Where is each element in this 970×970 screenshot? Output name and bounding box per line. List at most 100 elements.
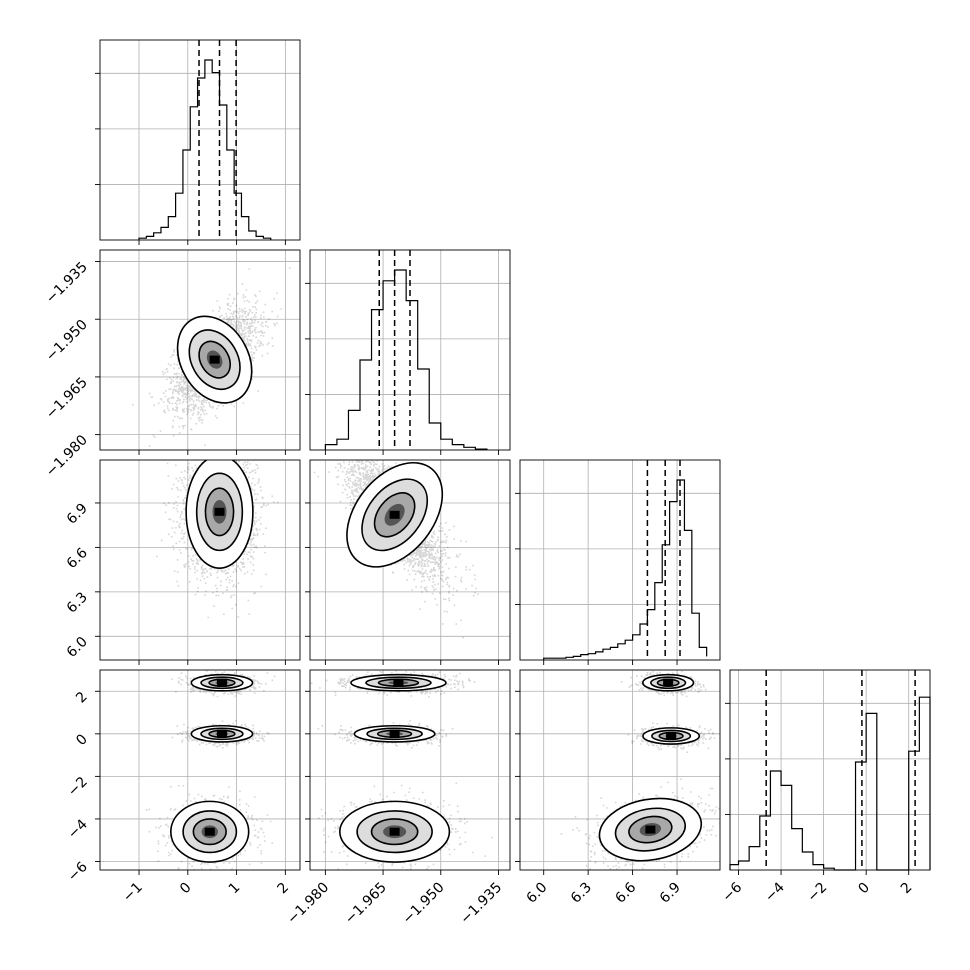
scatter-panel-2-3 bbox=[305, 459, 511, 665]
contour-line bbox=[373, 492, 416, 538]
contour-line bbox=[198, 340, 232, 379]
x-tick-label: 0 bbox=[177, 880, 195, 898]
scatter-panel-1-3 bbox=[95, 459, 301, 665]
x-tick-label: −1.950 bbox=[400, 880, 448, 928]
panel-frame bbox=[99, 459, 301, 661]
contour-line bbox=[185, 460, 254, 569]
y-tick-label: 6.3 bbox=[64, 589, 91, 616]
y-tick-label: 6.6 bbox=[64, 545, 91, 572]
density-peak bbox=[389, 827, 400, 836]
x-tick-label: 2 bbox=[275, 880, 293, 898]
scatter-panel-2-4 bbox=[305, 669, 511, 875]
density-peak bbox=[214, 507, 225, 516]
x-tick-label: −1 bbox=[120, 880, 146, 906]
y-tick-label: −4 bbox=[65, 816, 91, 842]
contour-line bbox=[656, 678, 680, 687]
density-peak bbox=[216, 729, 227, 738]
contour-line bbox=[361, 478, 429, 552]
y-tick-label: −1.980 bbox=[43, 432, 91, 480]
contour-line bbox=[658, 731, 684, 741]
scatter-panel-1-2 bbox=[95, 249, 301, 455]
panel-frame bbox=[99, 249, 301, 451]
contour-line bbox=[182, 810, 238, 854]
panel-frame bbox=[309, 669, 511, 871]
x-tick-label: −4 bbox=[762, 879, 788, 905]
y-tick-label: −6 bbox=[65, 859, 91, 885]
panel-frame bbox=[729, 669, 931, 871]
x-tick-label: −1.935 bbox=[457, 880, 505, 928]
x-tick-label: −6 bbox=[719, 879, 745, 905]
contour-line bbox=[200, 727, 244, 741]
density-peak bbox=[204, 827, 215, 836]
x-tick-label: 1 bbox=[226, 880, 244, 898]
x-tick-label: 6.9 bbox=[657, 880, 684, 907]
x-tick-label: 0 bbox=[855, 880, 873, 898]
histogram-steps bbox=[729, 696, 931, 871]
contour-line bbox=[642, 673, 695, 692]
contour-line bbox=[200, 676, 244, 690]
density-peak bbox=[666, 731, 677, 740]
density-peak bbox=[393, 678, 404, 687]
density-peak bbox=[209, 355, 220, 364]
histogram-panel-1 bbox=[95, 39, 301, 245]
panel-frame bbox=[99, 39, 301, 241]
histogram-steps bbox=[543, 479, 708, 660]
density-peak bbox=[216, 678, 227, 687]
contour-line bbox=[195, 472, 244, 552]
panel-content bbox=[145, 670, 276, 870]
y-tick-label: 2 bbox=[73, 689, 91, 707]
contour-line bbox=[628, 815, 673, 844]
y-tick-label: −2 bbox=[65, 774, 91, 800]
y-tick-label: 6.9 bbox=[64, 500, 91, 527]
histogram-panel-3 bbox=[515, 459, 721, 665]
histogram-steps bbox=[324, 269, 488, 450]
panel-content bbox=[313, 460, 479, 639]
x-tick-label: −1.965 bbox=[342, 880, 390, 928]
y-tick-label: −1.935 bbox=[43, 259, 91, 307]
y-tick-label: 6.0 bbox=[64, 634, 91, 661]
density-peak bbox=[389, 510, 400, 519]
contour-line bbox=[188, 329, 241, 391]
panel-frame bbox=[519, 669, 721, 871]
contour-line bbox=[370, 818, 419, 846]
scatter-panel-1-4 bbox=[95, 669, 301, 875]
contour-line bbox=[356, 810, 433, 854]
panel-content bbox=[310, 670, 493, 870]
contour-line bbox=[366, 727, 423, 741]
x-tick-label: 6.0 bbox=[523, 880, 550, 907]
contour-line bbox=[614, 807, 686, 852]
panel-frame bbox=[309, 249, 511, 451]
contour-line bbox=[339, 800, 451, 863]
contour-line bbox=[346, 461, 444, 568]
x-tick-label: 2 bbox=[898, 880, 916, 898]
scatter-panel-3-4 bbox=[515, 669, 721, 875]
histogram-panel-4 bbox=[725, 669, 931, 875]
contour-line bbox=[376, 729, 413, 739]
x-tick-label: 6.6 bbox=[612, 879, 639, 906]
panel-content bbox=[560, 670, 720, 870]
density-peak bbox=[645, 825, 656, 834]
panel-frame bbox=[519, 459, 721, 661]
x-tick-label: −1.980 bbox=[284, 880, 332, 928]
contour-line bbox=[365, 676, 432, 690]
contour-line bbox=[377, 678, 420, 687]
contour-line bbox=[176, 315, 253, 404]
histogram-panel-2 bbox=[305, 249, 511, 455]
contour-line bbox=[170, 800, 250, 863]
y-tick-label: −1.950 bbox=[43, 317, 91, 365]
y-tick-label: 0 bbox=[73, 731, 91, 749]
panel-frame bbox=[99, 669, 301, 871]
x-tick-label: −2 bbox=[805, 880, 831, 906]
contour-line bbox=[208, 729, 236, 739]
contour-line bbox=[650, 676, 687, 690]
y-tick-label: −1.965 bbox=[43, 374, 91, 422]
contour-line bbox=[651, 729, 692, 743]
density-peak bbox=[663, 678, 674, 687]
histogram-steps bbox=[138, 59, 272, 240]
x-tick-label: 6.3 bbox=[568, 880, 595, 907]
contour-line bbox=[353, 724, 436, 743]
contour-line bbox=[204, 487, 235, 537]
contour-line bbox=[208, 678, 236, 687]
contour-line bbox=[192, 818, 227, 846]
